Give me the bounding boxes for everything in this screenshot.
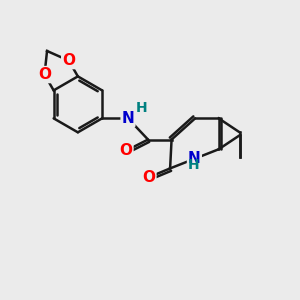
Text: H: H	[188, 158, 200, 172]
Text: O: O	[38, 67, 51, 82]
Text: O: O	[119, 143, 132, 158]
Text: N: N	[122, 111, 134, 126]
Text: O: O	[142, 170, 155, 185]
Text: H: H	[136, 101, 148, 115]
Text: O: O	[62, 53, 75, 68]
Text: N: N	[188, 151, 201, 166]
